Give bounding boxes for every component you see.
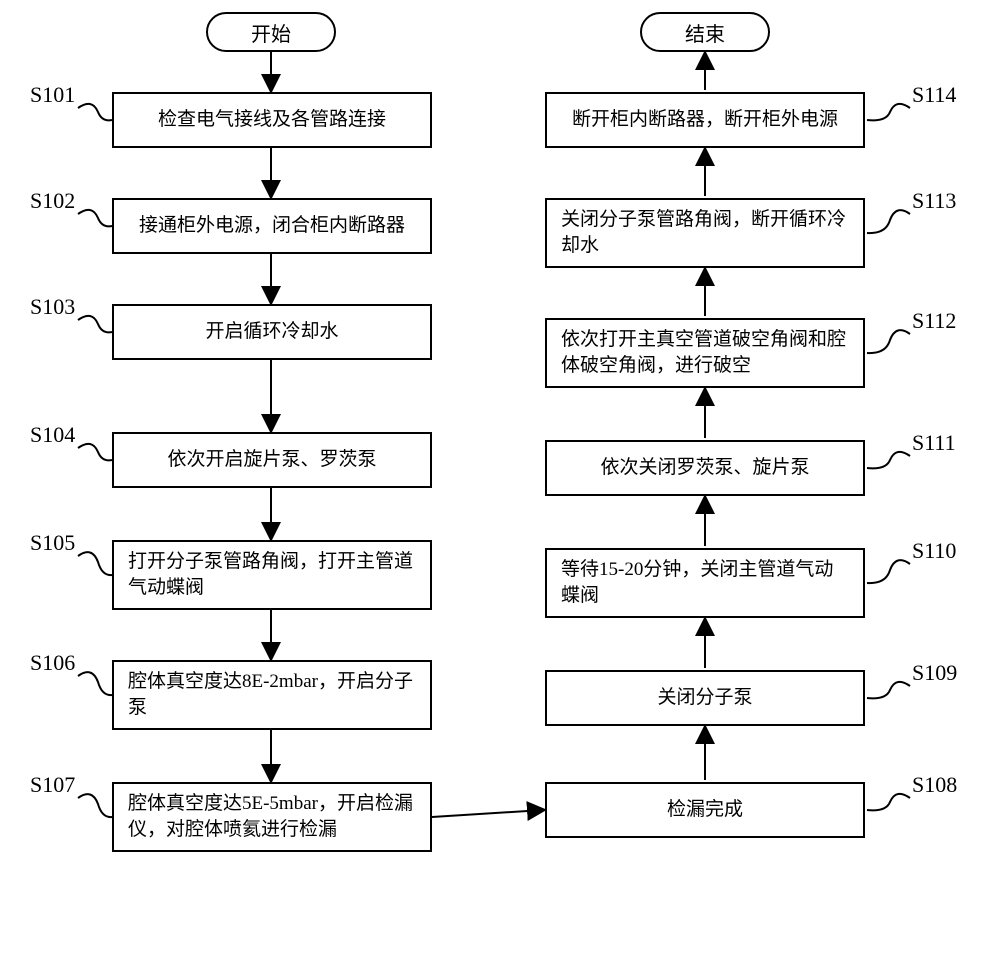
step-label-s107: S107 — [30, 772, 75, 798]
step-label-s102: S102 — [30, 188, 75, 214]
step-text-s113: 关闭分子泵管路角阀，断开循环冷却水 — [561, 207, 849, 258]
step-text-s104: 依次开启旋片泵、罗茨泵 — [167, 447, 376, 473]
terminator-end-label: 结束 — [685, 18, 725, 47]
step-text-s105: 打开分子泵管路角阀，打开主管道气动蝶阀 — [128, 549, 416, 600]
step-label-s108: S108 — [912, 772, 957, 798]
step-text-s111: 依次关闭罗茨泵、旋片泵 — [600, 455, 809, 481]
step-text-s103: 开启循环冷却水 — [205, 319, 338, 345]
step-text-s108: 检漏完成 — [667, 797, 743, 823]
step-box-s103: 开启循环冷却水 — [112, 304, 432, 360]
step-label-s101: S101 — [30, 82, 75, 108]
step-box-s114: 断开柜内断路器，断开柜外电源 — [545, 92, 865, 148]
terminator-start-label: 开始 — [251, 18, 291, 47]
step-box-s106: 腔体真空度达8E-2mbar，开启分子泵 — [112, 660, 432, 730]
step-box-s102: 接通柜外电源，闭合柜内断路器 — [112, 198, 432, 254]
flowchart-canvas: 开始 结束 S101 检查电气接线及各管路连接 S102 接通柜外电源，闭合柜内… — [0, 0, 1000, 977]
step-box-s112: 依次打开主真空管道破空角阀和腔体破空角阀，进行破空 — [545, 318, 865, 388]
step-box-s108: 检漏完成 — [545, 782, 865, 838]
step-text-s106: 腔体真空度达8E-2mbar，开启分子泵 — [128, 669, 416, 720]
step-label-s112: S112 — [912, 308, 956, 334]
step-text-s109: 关闭分子泵 — [657, 685, 752, 711]
step-label-s111: S111 — [912, 430, 956, 456]
step-text-s102: 接通柜外电源，闭合柜内断路器 — [139, 213, 405, 239]
step-label-s103: S103 — [30, 294, 75, 320]
step-label-s114: S114 — [912, 82, 956, 108]
terminator-start: 开始 — [206, 12, 336, 52]
step-label-s104: S104 — [30, 422, 75, 448]
terminator-end: 结束 — [640, 12, 770, 52]
step-label-s109: S109 — [912, 660, 957, 686]
step-label-s113: S113 — [912, 188, 956, 214]
step-box-s113: 关闭分子泵管路角阀，断开循环冷却水 — [545, 198, 865, 268]
step-box-s109: 关闭分子泵 — [545, 670, 865, 726]
step-label-s105: S105 — [30, 530, 75, 556]
step-label-s110: S110 — [912, 538, 956, 564]
step-text-s112: 依次打开主真空管道破空角阀和腔体破空角阀，进行破空 — [561, 327, 849, 378]
step-label-s106: S106 — [30, 650, 75, 676]
step-box-s104: 依次开启旋片泵、罗茨泵 — [112, 432, 432, 488]
step-text-s101: 检查电气接线及各管路连接 — [158, 107, 386, 133]
step-text-s107: 腔体真空度达5E-5mbar，开启检漏仪，对腔体喷氦进行检漏 — [128, 791, 416, 842]
step-text-s114: 断开柜内断路器，断开柜外电源 — [572, 107, 838, 133]
step-box-s105: 打开分子泵管路角阀，打开主管道气动蝶阀 — [112, 540, 432, 610]
step-box-s111: 依次关闭罗茨泵、旋片泵 — [545, 440, 865, 496]
step-box-s107: 腔体真空度达5E-5mbar，开启检漏仪，对腔体喷氦进行检漏 — [112, 782, 432, 852]
step-box-s101: 检查电气接线及各管路连接 — [112, 92, 432, 148]
step-box-s110: 等待15-20分钟，关闭主管道气动蝶阀 — [545, 548, 865, 618]
step-text-s110: 等待15-20分钟，关闭主管道气动蝶阀 — [561, 557, 849, 608]
